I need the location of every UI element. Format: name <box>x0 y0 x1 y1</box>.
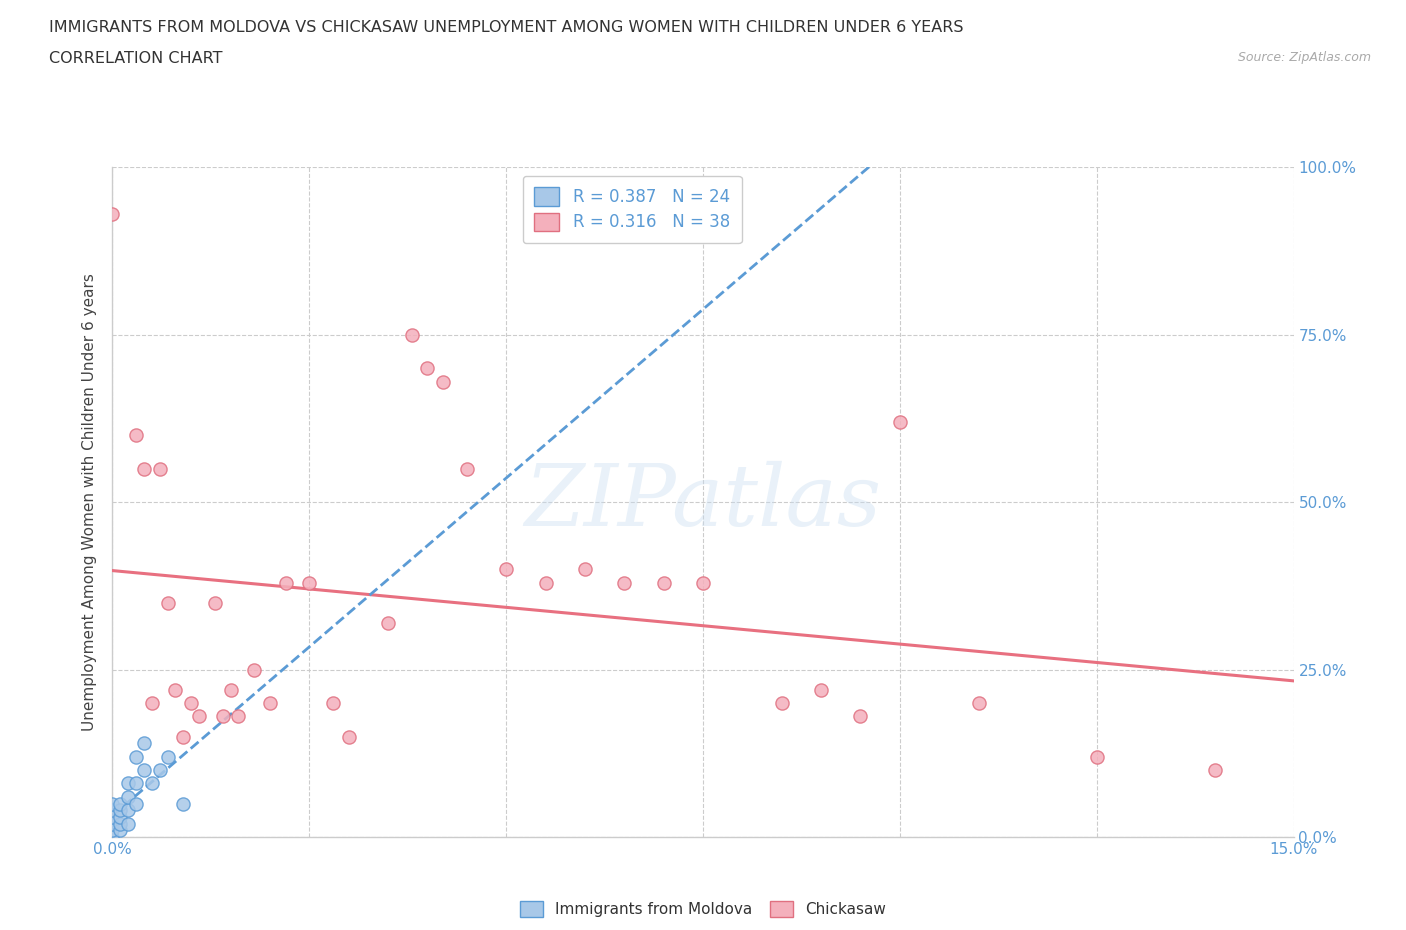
Point <box>259 696 281 711</box>
Point <box>188 709 211 724</box>
Point <box>204 595 226 610</box>
Point <box>117 803 139 817</box>
Point <box>117 776 139 790</box>
Point <box>432 374 454 389</box>
Point <box>416 361 439 376</box>
Point <box>172 729 194 744</box>
Point <box>132 763 155 777</box>
Point <box>110 817 132 831</box>
Point <box>101 796 124 811</box>
Point <box>298 575 321 590</box>
Point <box>401 327 423 342</box>
Point <box>101 823 124 838</box>
Point <box>132 736 155 751</box>
Point <box>889 415 911 430</box>
Point <box>101 817 124 831</box>
Point <box>810 683 832 698</box>
Text: CORRELATION CHART: CORRELATION CHART <box>49 51 222 66</box>
Point <box>211 709 233 724</box>
Point <box>110 803 132 817</box>
Point <box>141 776 163 790</box>
Point <box>149 461 172 476</box>
Point <box>117 817 139 831</box>
Point <box>228 709 250 724</box>
Point <box>495 562 517 577</box>
Legend: Immigrants from Moldova, Chickasaw: Immigrants from Moldova, Chickasaw <box>513 895 893 923</box>
Y-axis label: Unemployment Among Women with Children Under 6 years: Unemployment Among Women with Children U… <box>82 273 97 731</box>
Point <box>456 461 478 476</box>
Point <box>125 776 148 790</box>
Point <box>156 595 179 610</box>
Point <box>1085 750 1108 764</box>
Point <box>652 575 675 590</box>
Point <box>101 803 124 817</box>
Point <box>337 729 360 744</box>
Point <box>110 796 132 811</box>
Point <box>172 796 194 811</box>
Point <box>132 461 155 476</box>
Point <box>101 809 124 824</box>
Point <box>692 575 714 590</box>
Point <box>156 750 179 764</box>
Point <box>219 683 242 698</box>
Point <box>149 763 172 777</box>
Point <box>180 696 202 711</box>
Point <box>101 830 124 844</box>
Point <box>274 575 297 590</box>
Point <box>967 696 990 711</box>
Point <box>165 683 187 698</box>
Point <box>110 823 132 838</box>
Point <box>770 696 793 711</box>
Point <box>534 575 557 590</box>
Point <box>322 696 344 711</box>
Text: Source: ZipAtlas.com: Source: ZipAtlas.com <box>1237 51 1371 64</box>
Point <box>141 696 163 711</box>
Point <box>849 709 872 724</box>
Text: IMMIGRANTS FROM MOLDOVA VS CHICKASAW UNEMPLOYMENT AMONG WOMEN WITH CHILDREN UNDE: IMMIGRANTS FROM MOLDOVA VS CHICKASAW UNE… <box>49 20 963 35</box>
Point <box>243 662 266 677</box>
Point <box>574 562 596 577</box>
Point <box>110 809 132 824</box>
Point <box>125 428 148 443</box>
Point <box>125 750 148 764</box>
Point <box>377 616 399 631</box>
Point <box>613 575 636 590</box>
Point <box>1204 763 1226 777</box>
Point <box>101 206 124 221</box>
Text: ZIPatlas: ZIPatlas <box>524 461 882 543</box>
Point <box>125 796 148 811</box>
Point <box>117 790 139 804</box>
